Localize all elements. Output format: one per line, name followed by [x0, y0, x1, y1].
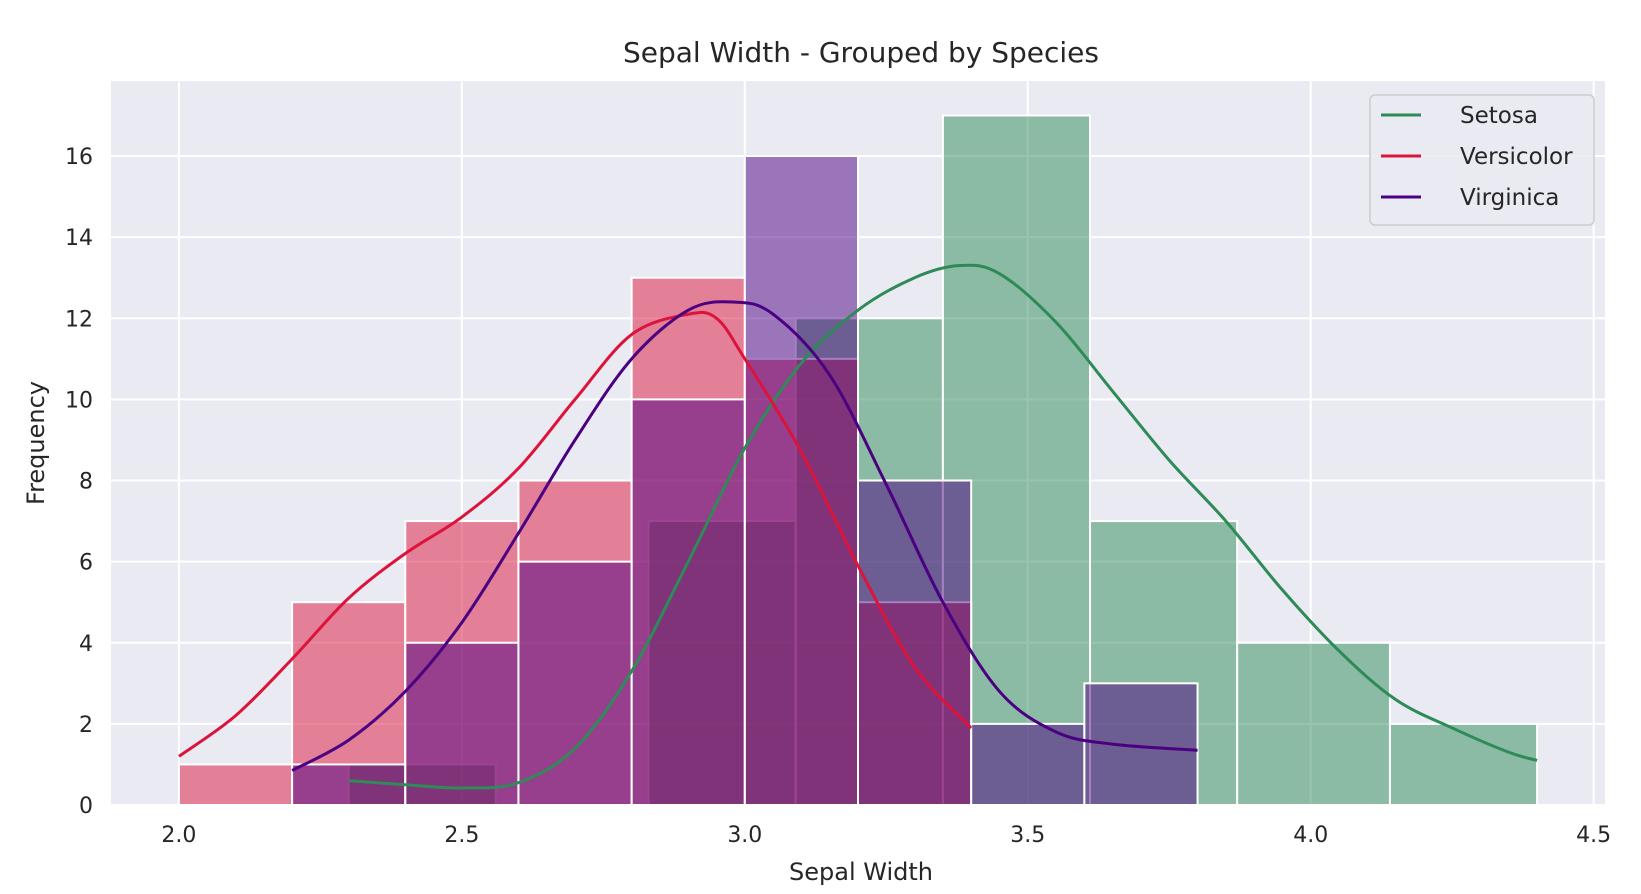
y-tick-label-14: 14 — [65, 226, 93, 251]
histogram-bars — [177, 114, 1539, 807]
y-tick-label-4: 4 — [79, 632, 93, 657]
legend-label-versicolor: Versicolor — [1460, 144, 1573, 170]
y-tick-label-0: 0 — [79, 794, 93, 819]
kde-curve-virginica — [291, 300, 1198, 772]
x-tick-label-4-0: 4.0 — [1293, 823, 1328, 848]
chart-title: Sepal Width - Grouped by Species — [623, 36, 1099, 69]
bar-virginica-1 — [404, 641, 520, 806]
y-tick-label-2: 2 — [79, 713, 93, 738]
kde-curve-versicolor — [178, 310, 973, 758]
x-tick-label-2-0: 2.0 — [161, 823, 196, 848]
legend-item-versicolor: Versicolor — [1381, 144, 1573, 170]
x-tick-label-3-5: 3.5 — [1010, 823, 1045, 848]
x-axis-title: Sepal Width — [789, 858, 933, 886]
legend-item-setosa: Setosa — [1381, 103, 1538, 129]
bar-virginica-4 — [743, 155, 859, 806]
legend-box — [1369, 94, 1595, 226]
y-tick-labels: 0 2 4 6 8 10 12 14 16 — [65, 145, 93, 819]
bar-versicolor-0 — [177, 763, 294, 806]
y-tick-label-8: 8 — [79, 470, 93, 495]
legend-label-virginica: Virginica — [1460, 185, 1559, 211]
x-tick-label-2-5: 2.5 — [444, 823, 479, 848]
legend-item-virginica: Virginica — [1381, 185, 1559, 211]
kde-curves — [178, 263, 1538, 790]
y-axis-title: Frequency — [22, 381, 50, 505]
bars-virginica — [291, 155, 1199, 807]
bar-virginica-5 — [857, 479, 973, 806]
legend-label-setosa: Setosa — [1460, 103, 1538, 129]
bar-setosa-6 — [1236, 641, 1391, 806]
x-tick-label-3-0: 3.0 — [727, 823, 762, 848]
y-tick-label-6: 6 — [79, 551, 93, 576]
bar-setosa-7 — [1388, 722, 1539, 807]
y-tick-label-10: 10 — [65, 388, 93, 413]
x-tick-label-4-5: 4.5 — [1576, 823, 1611, 848]
x-tick-labels: 2.0 2.5 3.0 3.5 4.0 4.5 — [161, 823, 1611, 848]
legend: Setosa Versicolor Virginica — [1369, 94, 1595, 226]
bar-virginica-2 — [517, 560, 633, 807]
bar-virginica-3 — [630, 398, 746, 806]
y-tick-label-16: 16 — [65, 145, 93, 170]
y-tick-label-12: 12 — [65, 307, 93, 332]
kde-curve-setosa — [348, 263, 1538, 790]
